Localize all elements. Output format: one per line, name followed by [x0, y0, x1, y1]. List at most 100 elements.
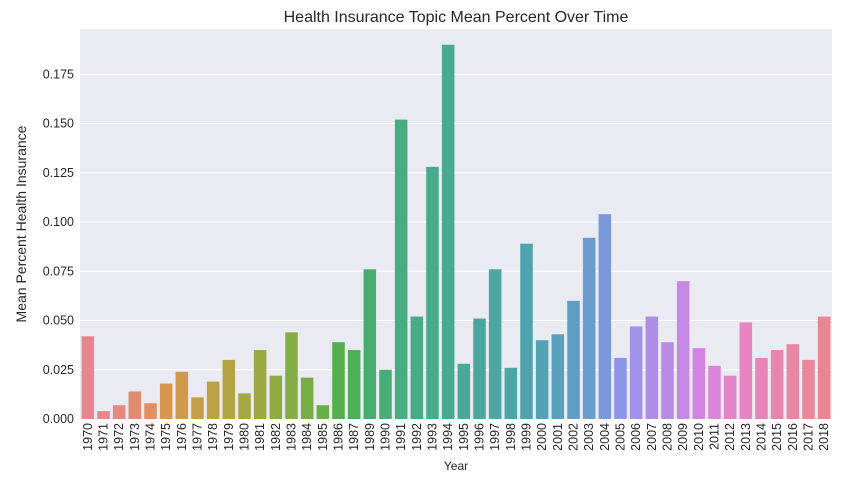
- x-tick-label: 1989: [363, 423, 377, 451]
- bar-1999: [520, 243, 533, 419]
- bar-2007: [645, 316, 659, 419]
- x-tick-label: 2011: [708, 423, 722, 450]
- x-tick-label: 1985: [316, 423, 330, 451]
- y-tick-label: 0.000: [43, 412, 74, 426]
- bar-1970: [81, 336, 95, 419]
- bar-1996: [473, 318, 486, 419]
- x-tick-label: 1996: [473, 423, 487, 451]
- x-tick-label: 2009: [676, 423, 690, 451]
- x-tick-label: 1979: [222, 423, 236, 451]
- x-tick-labels: 1970 1971 1972 1973 1974 1975 1976 1977 1978 1979…: [81, 423, 831, 451]
- x-tick-label: 2014: [755, 423, 769, 451]
- bar-1981: [253, 350, 267, 419]
- bar-2000: [535, 340, 549, 419]
- x-tick-label: 1992: [410, 423, 424, 451]
- bar-2012: [723, 375, 737, 419]
- y-tick-label: 0.100: [43, 215, 74, 229]
- y-tick-label: 0.175: [43, 67, 74, 81]
- bar-1986: [332, 342, 345, 419]
- bar-1977: [191, 397, 204, 419]
- x-tick-label: 2016: [786, 423, 800, 451]
- x-tick-label: 2000: [535, 423, 549, 451]
- bar-2006: [629, 326, 643, 419]
- x-tick-label: 1982: [269, 423, 283, 451]
- y-tick-label: 0.075: [43, 264, 74, 278]
- bar-2015: [770, 350, 784, 419]
- y-tick-label: 0.125: [43, 166, 74, 180]
- x-tick-label: 2010: [692, 423, 706, 451]
- x-tick-label: 1991: [394, 423, 408, 451]
- bar-1971: [97, 411, 110, 419]
- x-tick-label: 2006: [629, 423, 643, 451]
- x-tick-label: 1971: [97, 423, 111, 451]
- x-tick-label: 1994: [441, 423, 455, 451]
- x-tick-label: 1998: [504, 423, 518, 451]
- x-tick-label: 2017: [802, 423, 816, 451]
- bar-1987: [347, 350, 361, 419]
- x-tick-label: 1981: [253, 423, 267, 451]
- bars: [81, 44, 831, 420]
- x-tick-label: 1970: [81, 423, 95, 451]
- y-tick-label: 0.025: [43, 363, 74, 377]
- x-tick-label: 1999: [520, 423, 534, 451]
- bar-1984: [300, 377, 314, 419]
- x-tick-label: 2018: [817, 423, 831, 451]
- y-tick-labels: 0.000 0.025 0.050 0.075 0.100 0.125 0.150 0.175: [43, 67, 74, 426]
- x-tick-label: 2008: [661, 423, 675, 451]
- bar-1978: [206, 381, 220, 419]
- bar-1995: [457, 363, 471, 419]
- bar-1975: [159, 383, 173, 419]
- bar-1997: [488, 269, 502, 419]
- y-tick-label: 0.050: [43, 314, 74, 328]
- bar-1992: [410, 316, 424, 419]
- bar-1983: [285, 332, 298, 419]
- y-axis-label: Mean Percent Health Insurance: [13, 125, 29, 322]
- y-tick-label: 0.150: [43, 117, 74, 131]
- bar-1982: [269, 375, 283, 419]
- x-tick-label: 1983: [285, 423, 299, 451]
- bar-2008: [661, 342, 674, 419]
- bar-2009: [676, 281, 690, 419]
- x-tick-label: 1978: [206, 423, 220, 451]
- bar-2016: [786, 344, 800, 419]
- x-tick-label: 2004: [598, 423, 612, 451]
- bar-1991: [394, 119, 408, 420]
- x-tick-label: 1973: [128, 423, 142, 451]
- bar-1985: [316, 405, 330, 419]
- x-tick-label: 1990: [379, 423, 393, 451]
- x-tick-label: 1975: [159, 423, 173, 451]
- x-tick-label: 2012: [723, 423, 737, 451]
- bar-1973: [128, 391, 142, 419]
- x-tick-label: 1977: [191, 423, 205, 451]
- x-tick-label: 1986: [332, 423, 346, 451]
- bar-2001: [551, 334, 565, 419]
- bar-2013: [739, 322, 753, 419]
- plot-background: [80, 29, 832, 419]
- gridlines: [80, 73, 832, 420]
- bar-2010: [692, 348, 706, 419]
- bar-1980: [238, 393, 251, 419]
- x-tick-label: 1984: [300, 423, 314, 451]
- x-tick-label: 1976: [175, 423, 189, 451]
- x-tick-label: 2005: [614, 423, 628, 451]
- bar-1979: [222, 359, 236, 419]
- bar-1974: [144, 403, 157, 419]
- x-tick-label: 1987: [347, 423, 361, 451]
- x-tick-label: 1972: [112, 423, 126, 451]
- x-tick-label: 1974: [144, 423, 158, 451]
- bar-2011: [708, 365, 721, 419]
- x-tick-label: 2007: [645, 423, 659, 451]
- x-tick-label: 1997: [488, 423, 502, 451]
- x-axis-label: Year: [444, 459, 468, 473]
- x-tick-label: 2013: [739, 423, 753, 451]
- bar-1998: [504, 367, 518, 419]
- bar-1972: [112, 405, 126, 419]
- x-tick-label: 1993: [426, 423, 440, 451]
- x-tick-label: 2003: [582, 423, 596, 451]
- bar-1993: [426, 166, 439, 419]
- x-tick-label: 1995: [457, 423, 471, 451]
- bar-2003: [582, 237, 596, 419]
- bar-1990: [379, 369, 392, 419]
- x-tick-label: 2002: [567, 423, 581, 451]
